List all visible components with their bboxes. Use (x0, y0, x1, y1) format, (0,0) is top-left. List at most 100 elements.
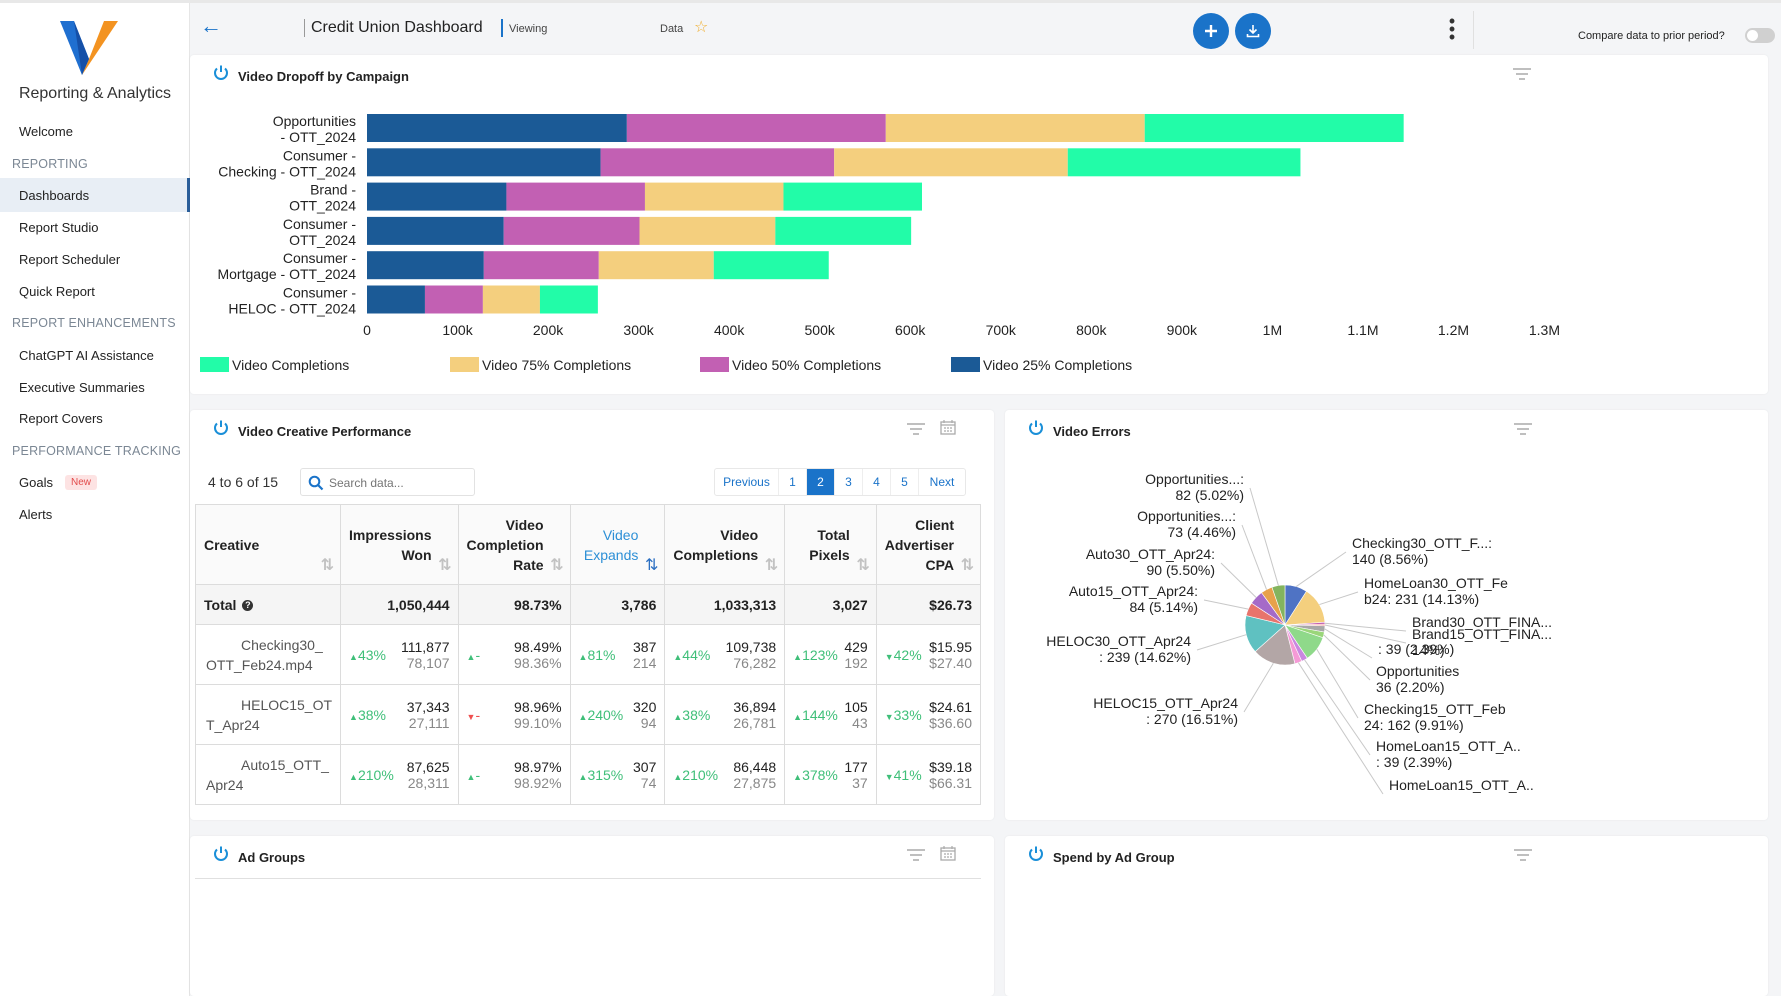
bar-segment[interactable] (503, 216, 640, 245)
col-header-cpa[interactable]: Client Advertiser CPA ⇅ (875, 504, 982, 585)
bar-segment[interactable] (367, 182, 507, 211)
bar-segment[interactable] (1067, 148, 1301, 177)
delta-indicator: ▲210% (673, 767, 718, 783)
delta-value: 43% (357, 647, 386, 663)
divider (304, 19, 305, 37)
sidebar-item-quick-report[interactable]: Quick Report (19, 283, 95, 299)
pie-slice[interactable] (1271, 584, 1286, 626)
pager-page-2[interactable]: 2 (807, 469, 835, 495)
sidebar-item-chatgpt[interactable]: ChatGPT AI Assistance (19, 347, 154, 363)
power-icon[interactable] (212, 64, 230, 82)
power-icon[interactable] (1027, 845, 1045, 863)
pager-previous[interactable]: Previous (715, 469, 779, 495)
table-row[interactable]: HELOC15_OT T_Apr24 ▲38% 37,343 27,111 ▼- 98.96… (194, 684, 982, 745)
col-header-total-pixels[interactable]: Total Pixels ⇅ (784, 504, 877, 585)
legend-item[interactable]: Video Completions (200, 357, 349, 373)
add-button[interactable] (1193, 13, 1229, 49)
bar-segment[interactable] (1144, 114, 1404, 142)
bar-segment[interactable] (367, 148, 601, 177)
bar-segment[interactable] (424, 285, 483, 314)
sidebar-item-report-scheduler[interactable]: Report Scheduler (19, 251, 121, 267)
info-icon[interactable]: ? (242, 600, 254, 612)
col-header-video-expands[interactable]: Video Expands ⇅ (569, 504, 666, 585)
pager-next[interactable]: Next (929, 475, 955, 489)
col-header-creative[interactable]: Creative ⇅ (194, 504, 342, 585)
col-header-completion-rate[interactable]: Video Completion Rate ⇅ (457, 504, 571, 585)
sidebar-item-report-covers[interactable]: Report Covers (19, 410, 103, 426)
sidebar-item-goals[interactable]: Goals New (0, 465, 190, 499)
bar-segment[interactable] (367, 251, 484, 280)
sidebar-item-welcome[interactable]: Welcome (19, 123, 73, 139)
bar-segment[interactable] (483, 251, 599, 280)
sidebar-item-dashboards[interactable]: Dashboards (0, 178, 190, 212)
total-expands: 3,786 (569, 584, 666, 625)
col-header-label: Total (817, 526, 850, 543)
bar-segment[interactable] (713, 251, 829, 280)
legend-item[interactable]: Video 25% Completions (951, 357, 1132, 373)
bar-segment[interactable] (639, 216, 776, 245)
col-header-impressions[interactable]: Impressions Won ⇅ (340, 504, 459, 585)
bar-segment[interactable] (600, 148, 835, 177)
bar-segment[interactable] (783, 182, 923, 211)
bar-segment[interactable] (367, 216, 504, 245)
category-label: - OTT_2024 (281, 129, 357, 145)
table-row[interactable]: Checking30_ OTT_Feb24.mp4 ▲43% 111,877 78,10… (194, 624, 982, 685)
total-pixels: 3,027 (784, 584, 877, 625)
card-title: Video Errors (1053, 424, 1131, 439)
card-video-creative: Video Creative Performance 4 to 6 of 15 … (190, 410, 994, 820)
pager-page-1[interactable]: 1 (779, 469, 807, 495)
col-header-video-completions[interactable]: Video Completions ⇅ (664, 504, 786, 585)
pager-page-4[interactable]: 4 (863, 469, 891, 495)
filter-icon[interactable] (1512, 67, 1532, 81)
power-icon[interactable] (212, 419, 230, 437)
bar-segment[interactable] (367, 114, 627, 142)
legend-item[interactable]: Video 50% Completions (700, 357, 881, 373)
filter-icon[interactable] (906, 422, 926, 436)
pager-page-3[interactable]: 3 (835, 469, 863, 495)
bar-segment[interactable] (482, 285, 540, 314)
bar-segment[interactable] (644, 182, 784, 211)
power-icon[interactable] (212, 845, 230, 863)
pie-value-label: 73 (4.46%) (1168, 524, 1236, 540)
filter-icon[interactable] (1513, 848, 1533, 862)
calendar-icon[interactable] (940, 845, 956, 861)
col-header-label: Completion (466, 536, 544, 553)
pie-leader-line (1295, 551, 1347, 588)
star-icon[interactable]: ☆ (694, 19, 709, 36)
sidebar-item-executive-summaries[interactable]: Executive Summaries (19, 379, 145, 395)
legend-item[interactable]: Video 75% Completions (450, 357, 631, 373)
bar-segment[interactable] (506, 182, 645, 211)
bar-segment[interactable] (885, 114, 1145, 142)
search-input[interactable] (329, 474, 469, 492)
total-cpa: $26.73 (875, 584, 982, 625)
arrow-up-icon: ▲ (349, 772, 358, 782)
pie-slice[interactable] (1254, 624, 1296, 666)
bar-segment[interactable] (626, 114, 886, 142)
filter-icon[interactable] (1513, 422, 1533, 436)
pie-value-label: : 39 (2.39%) (1378, 641, 1454, 657)
calendar-icon[interactable] (940, 419, 956, 435)
delta-value: 38% (682, 707, 711, 723)
prior-value: 26,781 (733, 714, 777, 731)
current-value: 109,738 (725, 638, 777, 655)
bar-segment[interactable] (598, 251, 714, 280)
more-options-icon[interactable]: • • • (1448, 11, 1456, 47)
download-button[interactable] (1235, 13, 1271, 49)
back-arrow-icon[interactable]: ← (200, 13, 222, 38)
bar-segment[interactable] (834, 148, 1068, 177)
sidebar-item-alerts[interactable]: Alerts (19, 506, 53, 522)
compare-toggle[interactable] (1745, 28, 1775, 43)
table-row[interactable]: Auto15_OTT_ Apr24 ▲210% 87,625 28,311 ▲- 98.97… (194, 744, 982, 805)
filter-icon[interactable] (906, 848, 926, 862)
sidebar-item-report-studio[interactable]: Report Studio (19, 219, 99, 235)
arrow-up-icon: ▲ (793, 772, 803, 782)
category-label: HELOC - OTT_2024 (228, 301, 356, 317)
current-value: 177 (844, 758, 868, 775)
bar-segment[interactable] (367, 285, 425, 314)
pager-page-5[interactable]: 5 (891, 469, 919, 495)
delta-indicator: ▼- (467, 707, 481, 723)
bar-segment[interactable] (539, 285, 598, 314)
power-icon[interactable] (1027, 419, 1045, 437)
bar-segment[interactable] (775, 216, 912, 245)
card-title: Spend by Ad Group (1053, 850, 1175, 865)
